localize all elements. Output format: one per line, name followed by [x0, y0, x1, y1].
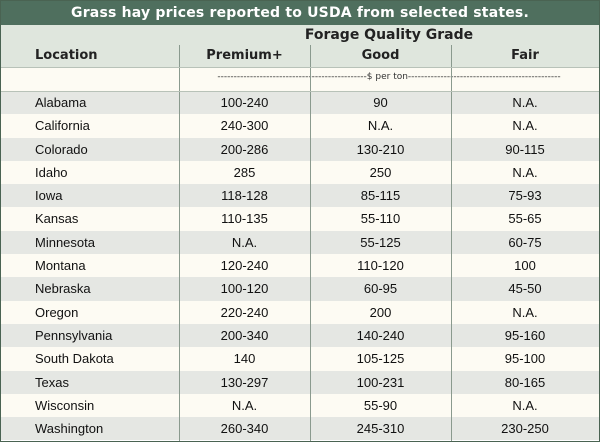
fair-price-cell: N.A.: [512, 397, 538, 413]
location-cell: Washington: [35, 421, 104, 437]
location-cell: Oregon: [35, 304, 79, 320]
premium-price-cell: 140: [233, 351, 256, 367]
location-cell: Nebraska: [35, 281, 91, 297]
table-row: Minnesota N.A. 55-125 60-75: [1, 230, 599, 255]
table-row: Kansas 110-135 55-110 55-65: [1, 207, 599, 231]
good-price-cell: 100-231: [356, 374, 405, 390]
header-divider: [1, 67, 599, 68]
location-cell: Texas: [35, 374, 69, 390]
good-price-cell: N.A.: [367, 118, 394, 134]
fair-price-cell: 60-75: [508, 234, 542, 250]
fair-price-cell: 230-250: [501, 421, 549, 437]
good-price-cell: 250: [369, 164, 392, 180]
table-body: Alabama 100-240 90 N.A. California 240-300 N.A…: [1, 91, 599, 441]
table-row: Alabama 100-240 90 N.A.: [1, 91, 599, 115]
premium-price-cell: 130-297: [220, 374, 269, 390]
premium-price-cell: 260-340: [220, 421, 269, 437]
good-price-cell: 105-125: [356, 351, 405, 367]
table-row: Washington 260-340 245-310 230-250: [1, 417, 599, 441]
fair-price-cell: 100: [514, 258, 536, 274]
table-row: Idaho 285 250 N.A.: [1, 160, 599, 185]
premium-column-header: Premium+: [206, 48, 283, 63]
location-cell: Pennsylvania: [35, 327, 113, 343]
table-row: Colorado 200-286 130-210 90-115: [1, 137, 599, 161]
column-divider: [179, 45, 180, 441]
location-cell: Alabama: [35, 95, 87, 110]
fair-price-cell: 80-165: [504, 374, 546, 390]
good-price-cell: 60-95: [363, 281, 398, 297]
premium-price-cell: N.A.: [231, 234, 258, 250]
good-price-cell: 55-90: [363, 397, 398, 413]
fair-price-cell: 45-50: [508, 281, 542, 297]
table-title: Grass hay prices reported to USDA from s…: [1, 1, 599, 25]
good-price-cell: 110-120: [357, 258, 404, 274]
location-column-header: Location: [35, 48, 98, 63]
location-cell: Iowa: [35, 188, 63, 204]
fair-price-cell: 55-65: [508, 211, 542, 227]
premium-price-cell: 120-240: [220, 258, 269, 274]
fair-price-cell: N.A.: [512, 95, 538, 110]
good-price-cell: 140-240: [356, 327, 405, 343]
location-cell: Colorado: [35, 141, 88, 157]
table-row: Texas 130-297 100-231 80-165: [1, 370, 599, 394]
column-divider: [451, 45, 452, 441]
units-row: ----------------------------------------…: [1, 67, 599, 91]
fair-price-cell: N.A.: [512, 164, 538, 180]
grade-group-header: Forage Quality Grade: [304, 27, 474, 43]
good-price-cell: 90: [373, 95, 388, 110]
premium-price-cell: 220-240: [220, 304, 269, 320]
table-row: Iowa 118-128 85-115 75-93: [1, 184, 599, 208]
location-cell: Wisconsin: [35, 397, 95, 413]
good-price-cell: 85-115: [360, 188, 401, 204]
premium-price-cell: 200-286: [220, 141, 269, 157]
location-cell: California: [35, 118, 90, 134]
table-row: South Dakota 140 105-125 95-100: [1, 347, 599, 371]
good-price-cell: 55-110: [360, 211, 401, 227]
location-cell: Idaho: [35, 164, 68, 180]
location-cell: Kansas: [35, 211, 79, 227]
good-price-cell: 130-210: [356, 141, 405, 157]
table-row: Wisconsin N.A. 55-90 N.A.: [1, 393, 599, 418]
fair-price-cell: N.A.: [512, 118, 538, 134]
fair-price-cell: 95-160: [504, 327, 546, 343]
table-row: Montana 120-240 110-120 100: [1, 254, 599, 278]
fair-price-cell: 75-93: [508, 188, 542, 204]
fair-price-cell: 90-115: [505, 141, 545, 157]
table-row: Nebraska 100-120 60-95 45-50: [1, 277, 599, 301]
premium-price-cell: 240-300: [220, 118, 269, 134]
good-price-cell: 245-310: [356, 421, 405, 437]
location-cell: Montana: [35, 258, 86, 274]
fair-price-cell: N.A.: [512, 304, 538, 320]
table-row: California 240-300 N.A. N.A.: [1, 114, 599, 138]
premium-price-cell: 110-135: [221, 211, 268, 227]
premium-price-cell: 100-240: [220, 95, 269, 110]
location-cell: Minnesota: [35, 234, 95, 250]
premium-price-cell: 200-340: [220, 327, 269, 343]
units-divider: [1, 91, 599, 92]
good-price-cell: 200: [369, 304, 392, 320]
fair-price-cell: 95-100: [504, 351, 546, 367]
table-header: Forage Quality Grade Location Premium+ G…: [1, 25, 599, 67]
column-divider: [310, 45, 311, 441]
fair-column-header: Fair: [511, 48, 539, 63]
premium-price-cell: N.A.: [231, 397, 258, 413]
premium-price-cell: 100-120: [220, 281, 269, 297]
table-row: Oregon 220-240 200 N.A.: [1, 300, 599, 324]
premium-price-cell: 285: [233, 164, 256, 180]
location-cell: South Dakota: [35, 351, 114, 367]
table-row: Pennsylvania 200-340 140-240 95-160: [1, 323, 599, 348]
good-column-header: Good: [361, 48, 400, 63]
premium-price-cell: 118-128: [221, 188, 268, 204]
good-price-cell: 55-125: [360, 234, 401, 250]
units-label: ----------------------------------------…: [217, 72, 561, 82]
